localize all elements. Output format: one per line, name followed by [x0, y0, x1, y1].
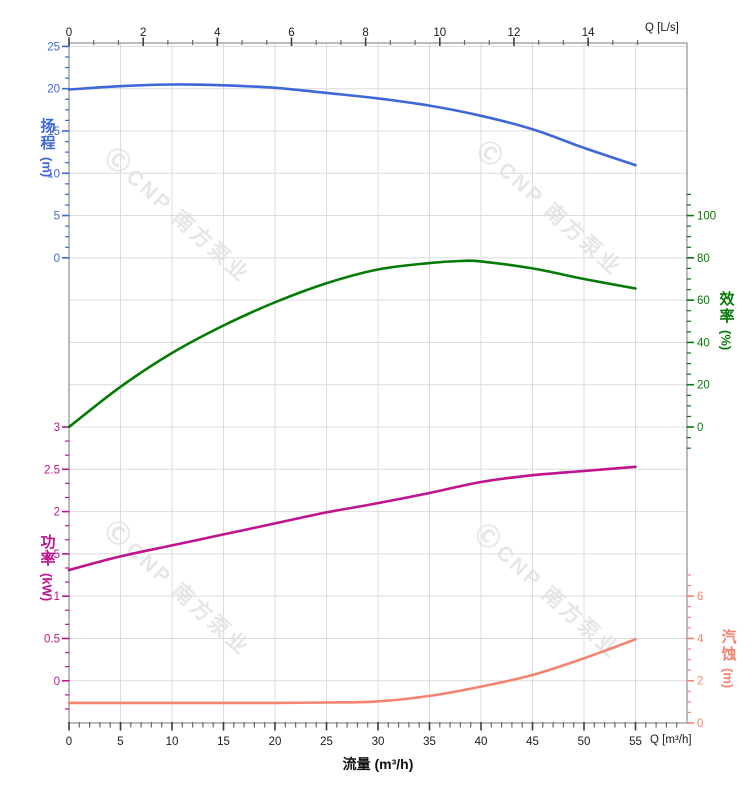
head-axis-tick-label: 25	[47, 41, 60, 53]
head-axis-tick-label: 5	[54, 211, 60, 223]
top-axis-tick-label: 12	[508, 27, 521, 39]
power-axis-title: 功率 (kW)	[38, 534, 56, 602]
efficiency-axis-title: 效率 (%)	[717, 291, 735, 351]
bottom-axis-tick-label: 35	[423, 736, 436, 748]
top-axis-tick-label: 2	[140, 27, 146, 39]
top-axis-tick-label: 0	[66, 27, 72, 39]
bottom-axis-tick-label: 50	[578, 736, 591, 748]
head-axis-title-text: 扬程	[38, 118, 56, 152]
efficiency-axis-tick-label: 20	[697, 380, 710, 392]
bottom-axis-tick-label: 45	[526, 736, 539, 748]
efficiency-axis-tick-label: 100	[697, 211, 716, 223]
bottom-axis-tick-label: 30	[372, 736, 385, 748]
head-axis-title: 扬程 (m)	[38, 118, 56, 178]
top-axis-unit-label: Q [L/s]	[645, 22, 679, 34]
top-axis-tick-label: 8	[362, 27, 368, 39]
head-axis-tick-label: 0	[54, 253, 60, 265]
top-axis-tick-label: 14	[582, 27, 595, 39]
head-axis-tick-label: 20	[47, 84, 60, 96]
head-axis-tick-label: 15	[47, 126, 60, 138]
x-axis-title: 流量 (m³/h)	[342, 756, 414, 772]
bottom-axis-tick-label: 20	[269, 736, 282, 748]
efficiency-curve	[67, 259, 637, 429]
power-axis-tick-label: 3	[54, 422, 60, 434]
top-axis-tick-label: 4	[214, 27, 221, 39]
npsh-axis-title-text: 汽蚀	[719, 629, 737, 663]
bottom-axis-tick-label: 0	[66, 736, 72, 748]
bottom-axis-tick-label: 25	[320, 736, 333, 748]
bottom-axis-tick-label: 5	[117, 736, 123, 748]
power-axis-tick-label: 1.5	[44, 549, 60, 561]
npsh-axis-tick-label: 4	[697, 633, 704, 645]
head-curve	[67, 83, 637, 167]
bottom-axis-unit-label: Q [m³/h]	[650, 734, 692, 746]
power-axis-tick-label: 2	[54, 507, 60, 519]
efficiency-axis-tick-label: 80	[697, 253, 710, 265]
bottom-axis-tick-label: 15	[217, 736, 230, 748]
power-axis-tick-label: 2.5	[44, 464, 60, 476]
top-axis-tick-label: 10	[433, 27, 446, 39]
npsh-axis-tick-label: 2	[697, 676, 703, 688]
efficiency-axis-title-text: 效率	[717, 291, 735, 325]
npsh-axis-title: 汽蚀 (m)	[719, 629, 737, 689]
efficiency-axis-tick-label: 60	[697, 295, 710, 307]
efficiency-axis-tick-label: 0	[697, 422, 703, 434]
power-axis-tick-label: 0.5	[44, 633, 60, 645]
efficiency-axis-tick-label: 40	[697, 337, 710, 349]
efficiency-axis-unit: (%)	[718, 330, 734, 351]
bottom-axis-tick-label: 40	[475, 736, 488, 748]
npsh-curve	[67, 638, 637, 705]
npsh-axis-unit: (m)	[720, 668, 736, 689]
power-curve	[67, 465, 637, 572]
npsh-axis-tick-label: 0	[697, 718, 703, 730]
head-axis-tick-label: 10	[47, 168, 60, 180]
power-axis-title-text: 功率	[38, 534, 56, 568]
top-axis-tick-label: 6	[288, 27, 294, 39]
head-axis-unit: (m)	[39, 157, 55, 178]
bottom-axis-tick-label: 55	[629, 736, 642, 748]
power-axis-tick-label: 1	[54, 591, 60, 603]
power-axis-unit: (kW)	[39, 573, 55, 602]
power-axis-tick-label: 0	[54, 676, 60, 688]
npsh-axis-tick-label: 6	[697, 591, 703, 603]
bottom-axis-tick-label: 10	[166, 736, 179, 748]
